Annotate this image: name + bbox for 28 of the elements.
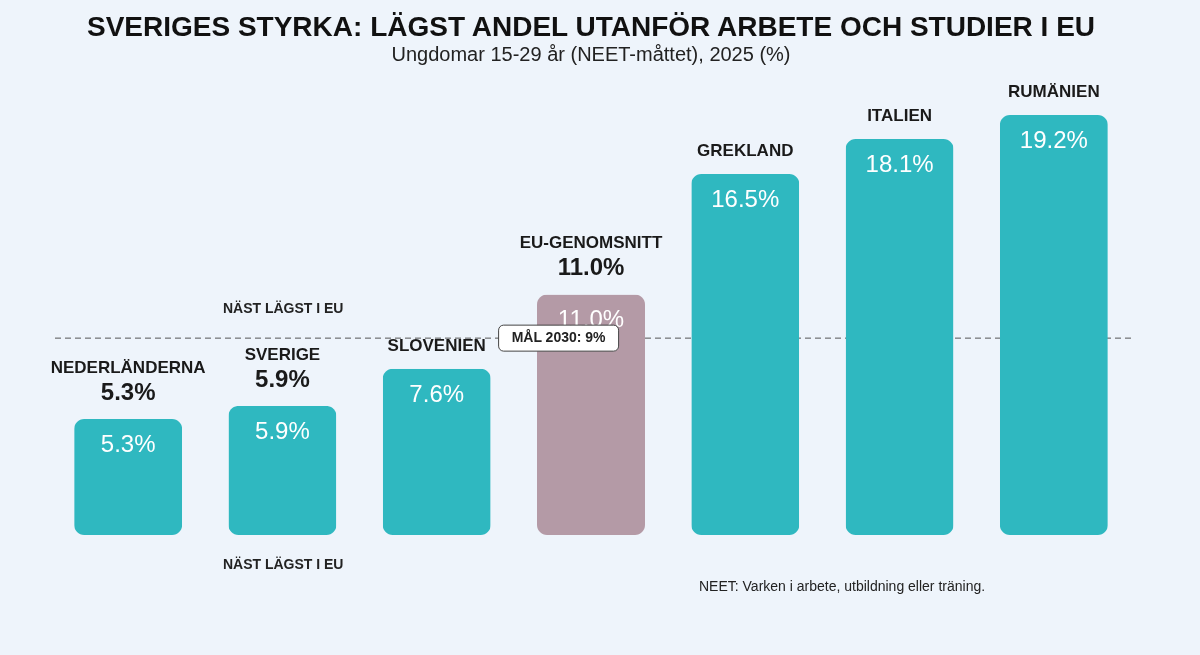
x-tick-label: SLOVENIEN	[387, 335, 486, 355]
bar	[382, 368, 491, 535]
ref-line-label: MÅL 2030: 9%	[511, 329, 607, 346]
bar	[999, 115, 1108, 535]
text: NEET: Varken i arbete, utbildning eller träning.	[699, 578, 986, 594]
annotation: 5.9%	[255, 364, 310, 392]
x-tick-label: EU-GENOMSNITT	[519, 233, 663, 253]
bar	[74, 419, 183, 535]
x-tick-label: GREKLAND	[697, 141, 794, 161]
x-tick-label: SVERIGE	[244, 344, 321, 364]
x-tick-label: NEDERLÄNDERNA	[50, 358, 206, 378]
bar	[845, 139, 954, 535]
text: NÄST LÄGST I EU	[222, 556, 344, 572]
bar	[228, 405, 337, 535]
x-tick-label: RUMÄNIEN	[1008, 82, 1100, 101]
bar	[691, 174, 800, 535]
data-label: 18.1%	[865, 150, 934, 178]
data-label: 16.5%	[711, 185, 780, 213]
data-label: 5.3%	[100, 430, 156, 458]
chart-title: SVERIGES STYRKA: LÄGST ANDEL UTANFÖR ARBETE OCH STUDIER I EU	[86, 11, 1096, 42]
annotation: 11.0%	[557, 253, 625, 281]
chart-subtitle: Ungdomar 15-29 år (NEET-måttet), 2025 (%)	[391, 43, 791, 65]
data-label: 7.6%	[409, 379, 465, 407]
annotation: 5.3%	[100, 378, 156, 406]
data-label: 5.9%	[255, 416, 310, 444]
annotation: NÄST LÄGST I EU	[222, 300, 344, 317]
x-tick-label: ITALIEN	[867, 106, 932, 126]
data-label: 19.2%	[1019, 126, 1088, 153]
